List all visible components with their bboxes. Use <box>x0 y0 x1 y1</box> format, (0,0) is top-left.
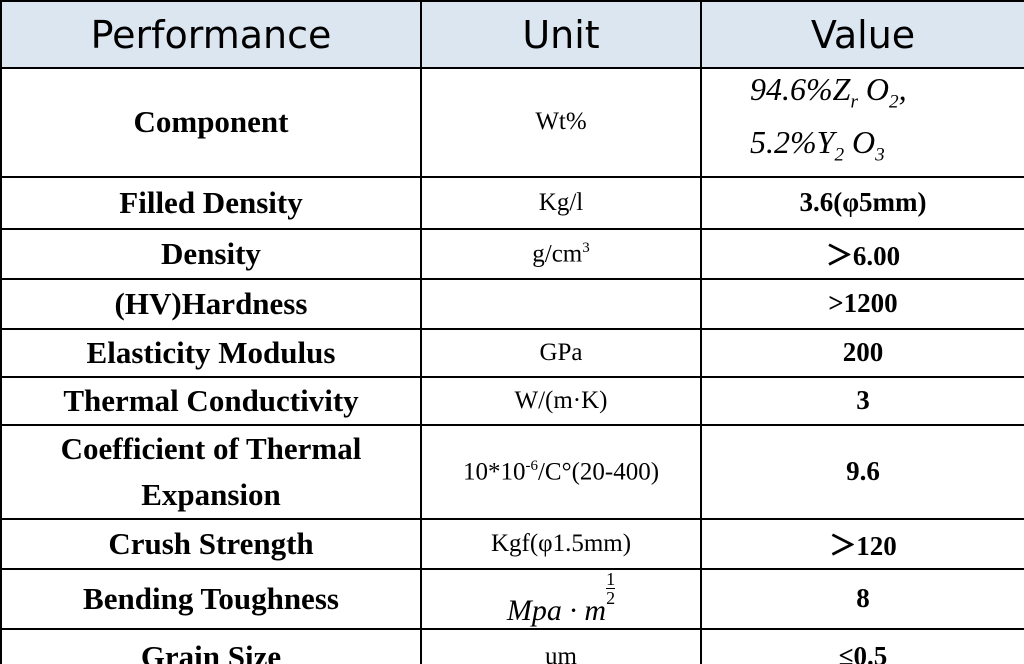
cell-text: ≤0.5 <box>838 641 888 664</box>
cell-text: 200 <box>842 337 884 368</box>
cell-text: /C°(20-400) <box>537 457 660 485</box>
subscript: 3 <box>875 144 885 166</box>
cell-text: Component <box>133 104 289 140</box>
table-row: Component Wt% 94.6%Zr O2, 5.2%Y2 O3 <box>0 67 1024 178</box>
cell-text: O <box>844 124 876 161</box>
table-row: Filled Density Kg/l 3.6(φ5mm) <box>0 175 1024 230</box>
cell-text: Coefficient of Thermal Expansion <box>60 430 362 512</box>
table-cell: Kgf(φ1.5mm) <box>420 517 702 570</box>
cell-text: 8 <box>856 583 870 614</box>
table-cell: Filled Density <box>0 175 422 230</box>
table-cell: 10*10-6/C°(20-400) <box>420 423 702 520</box>
cell-text: 5.2%Y <box>750 124 835 161</box>
table-row: Density g/cm3 ＞6.00 <box>0 227 1024 280</box>
cell-text: Crush Strength <box>108 525 314 561</box>
subscript: 2 <box>834 144 845 166</box>
table-cell: 9.6 <box>700 423 1024 520</box>
cell-text: ＞120 <box>829 531 897 562</box>
table-cell: Grain Size <box>0 627 422 664</box>
cell-text: Wt% <box>535 108 587 136</box>
cell-text: 3.6(φ5mm) <box>799 187 927 218</box>
table-row: Thermal Conductivity W/(m·K) 3 <box>0 375 1024 426</box>
table-cell: ＞120 <box>700 517 1024 570</box>
table-cell: Density <box>0 227 422 280</box>
cell-text: , <box>898 71 907 107</box>
table-cell: GPa <box>420 327 702 378</box>
table-cell: 8 <box>700 567 1024 630</box>
fraction-part: 1 <box>606 568 616 589</box>
cell-text: 10*10 <box>462 457 526 485</box>
cell-text: W/(m·K) <box>514 386 608 414</box>
table-cell: Elasticity Modulus <box>0 327 422 378</box>
superscript: -6 <box>525 457 538 474</box>
cell-text: Mpa · m <box>506 593 607 627</box>
header-cell: Unit <box>420 0 702 69</box>
table-cell <box>420 277 702 330</box>
cell-text: g/cm <box>532 239 583 267</box>
table-cell: 94.6%Zr O2, 5.2%Y2 O3 <box>700 67 1024 178</box>
cell-text: um <box>545 642 577 664</box>
cell-text: Filled Density <box>119 184 303 220</box>
table-cell: Coefficient of Thermal Expansion <box>0 423 422 520</box>
cell-line: 94.6%Zr O2, <box>750 69 1018 122</box>
cell-text: GPa <box>539 338 583 366</box>
table-cell: Wt% <box>420 67 702 178</box>
table-cell: >1200 <box>700 277 1024 330</box>
table-cell: 3.6(φ5mm) <box>700 175 1024 230</box>
cell-line: 5.2%Y2 O3 <box>750 122 1018 175</box>
superscript: 3 <box>582 239 590 256</box>
cell-text: >1200 <box>828 288 898 319</box>
table-cell: Bending Toughness <box>0 567 422 630</box>
table-row: Elasticity Modulus GPa 200 <box>0 327 1024 378</box>
header-row: Performance Unit Value <box>0 0 1024 69</box>
cell-text: Grain Size <box>140 638 282 664</box>
table-body: Component Wt% 94.6%Zr O2, 5.2%Y2 O3 Filled D… <box>0 67 1024 664</box>
cell-text: Kg/l <box>538 188 584 216</box>
table-row: Crush Strength Kgf(φ1.5mm) ＞120 <box>0 517 1024 570</box>
table-cell: ＞6.00 <box>700 227 1024 280</box>
subscript: 2 <box>889 91 899 113</box>
cell-text: 94.6%Z <box>750 71 851 107</box>
cell-text: ＞6.00 <box>825 241 901 272</box>
table-cell: g/cm3 <box>420 227 702 280</box>
cell-text: Kgf(φ1.5mm) <box>490 529 632 557</box>
table-row: Grain Size um ≤0.5 <box>0 627 1024 664</box>
table-cell: 3 <box>700 375 1024 426</box>
table-cell: ≤0.5 <box>700 627 1024 664</box>
cell-text: O <box>857 71 890 107</box>
fraction-part: 2 <box>606 587 616 608</box>
header-cell: Value <box>700 0 1024 69</box>
cell-text: Thermal Conductivity <box>63 382 359 418</box>
table-cell: Component <box>0 67 422 178</box>
table-row: (HV)Hardness >1200 <box>0 277 1024 330</box>
cell-text: 9.6 <box>846 456 880 487</box>
table-cell: Thermal Conductivity <box>0 375 422 426</box>
cell-text: (HV)Hardness <box>114 285 308 321</box>
header-cell: Performance <box>0 0 422 69</box>
cell-text: Elasticity Modulus <box>86 334 336 370</box>
table-cell: 200 <box>700 327 1024 378</box>
cell-text: Bending Toughness <box>83 580 339 616</box>
table-cell: um <box>420 627 702 664</box>
table-cell: Crush Strength <box>0 517 422 570</box>
table-row: Coefficient of Thermal Expansion 10*10-6/… <box>0 423 1024 520</box>
table-cell: W/(m·K) <box>420 375 702 426</box>
table-cell: Kg/l <box>420 175 702 230</box>
table-cell: (HV)Hardness <box>0 277 422 330</box>
cell-text: 3 <box>856 385 870 416</box>
subscript: r <box>850 91 858 113</box>
cell-text: Density <box>161 235 261 271</box>
